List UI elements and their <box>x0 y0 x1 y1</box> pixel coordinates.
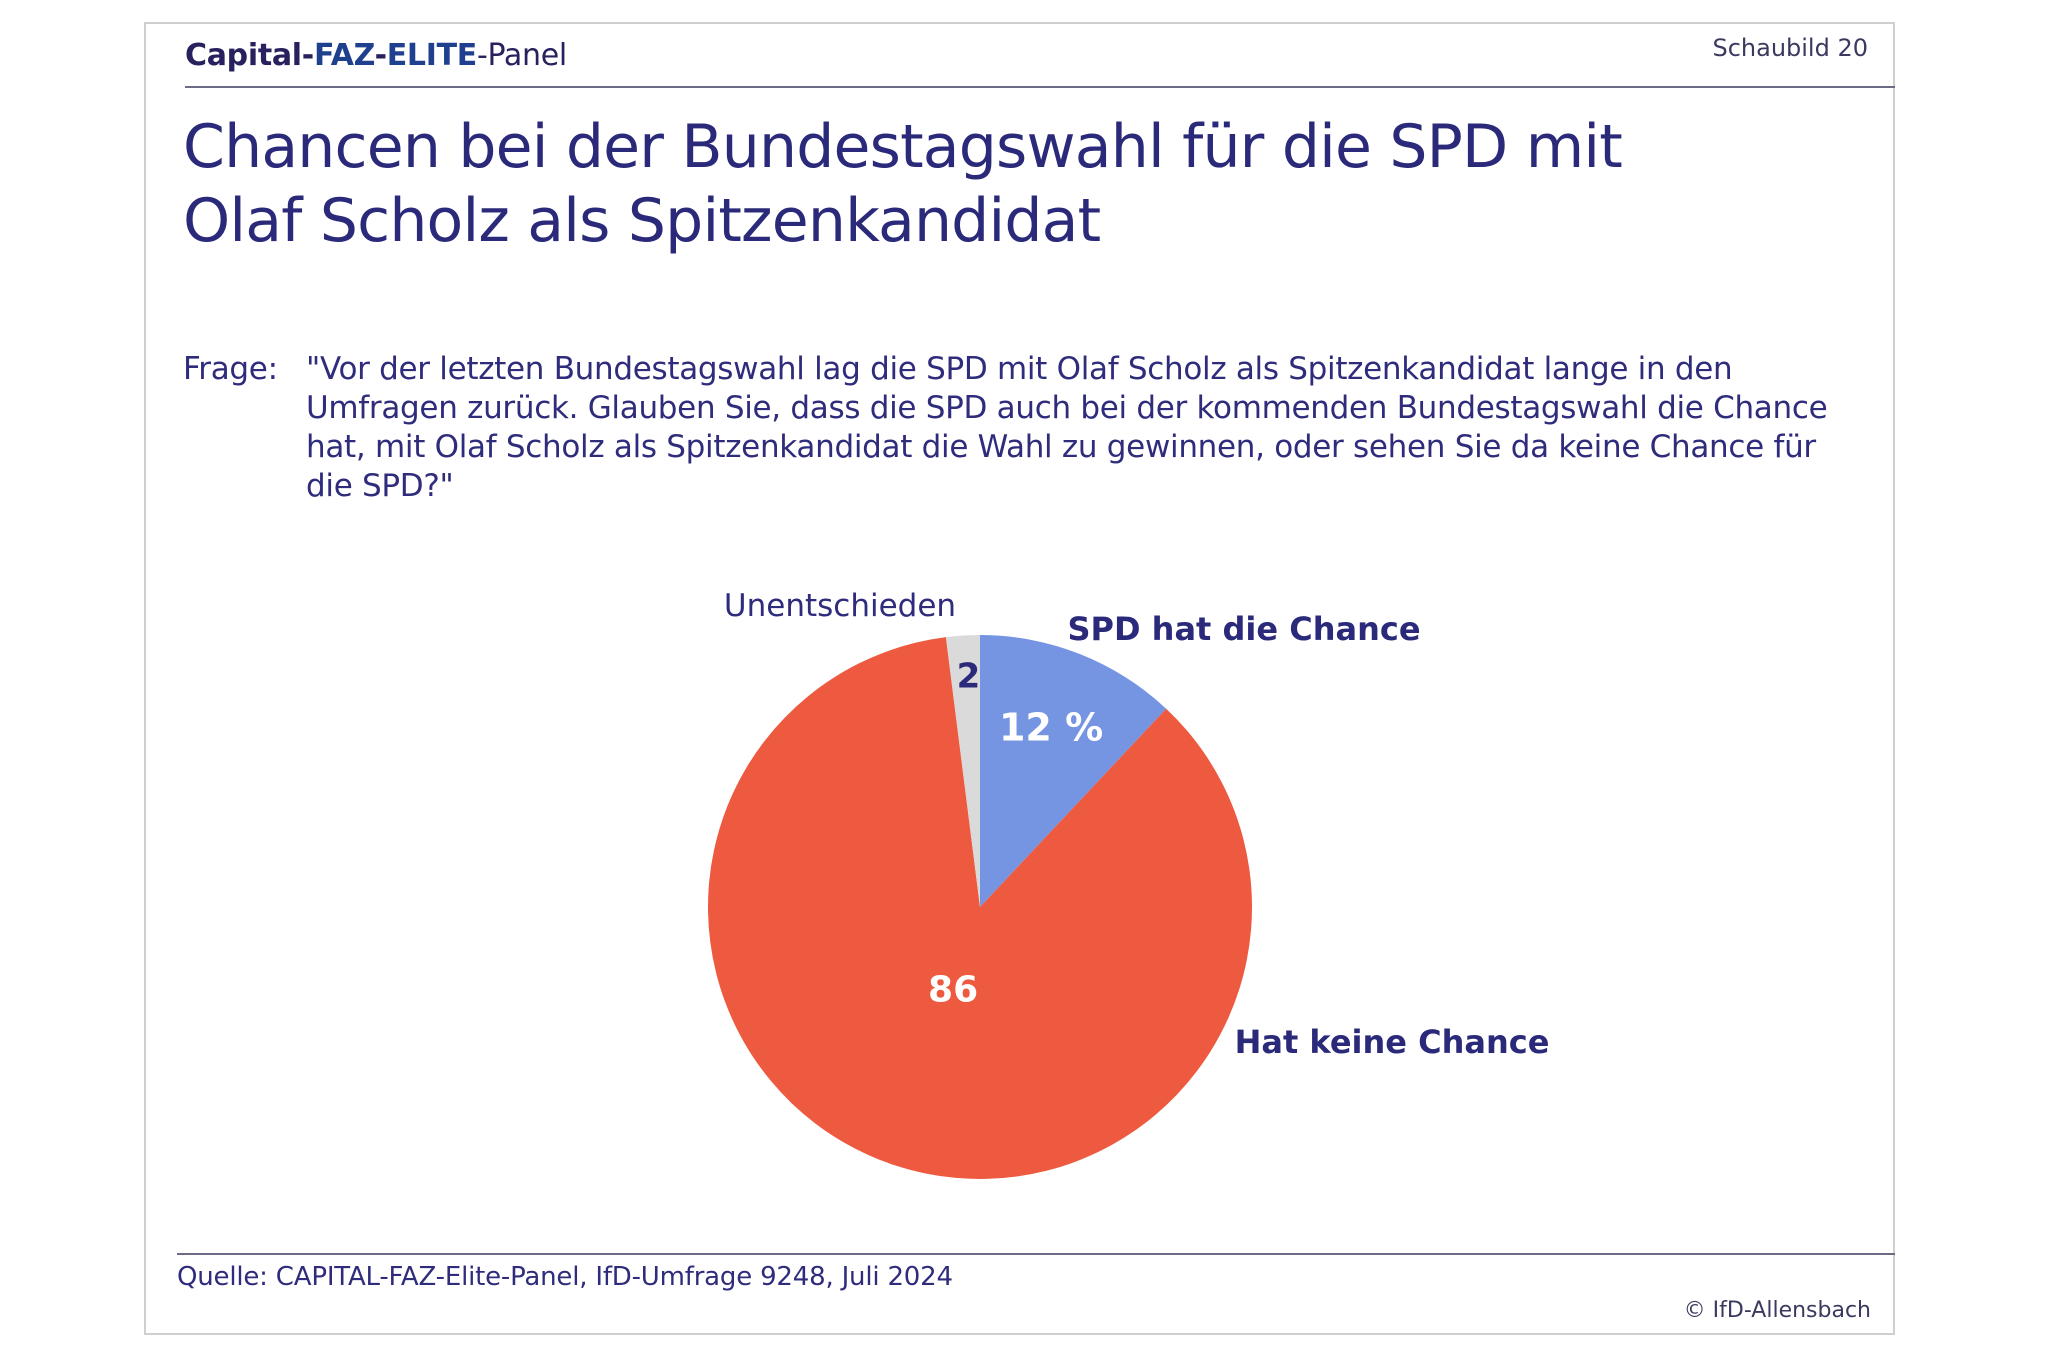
source-note: Quelle: CAPITAL-FAZ-Elite-Panel, IfD-Umf… <box>177 1262 953 1292</box>
brand-part-panel: -Panel <box>476 38 567 73</box>
slide-number: Schaubild 20 <box>1712 34 1868 62</box>
survey-question: Frage: "Vor der letzten Bundestagswahl l… <box>183 350 1843 506</box>
brand-part-elite: ELITE <box>386 38 478 73</box>
copyright-note: © IfD-Allensbach <box>1683 1298 1871 1323</box>
question-text: "Vor der letzten Bundestagswahl lag die … <box>306 351 1828 504</box>
brand-part-faz: FAZ <box>313 38 375 73</box>
question-label: Frage: <box>183 351 278 387</box>
brand-part-dash: - <box>374 38 387 73</box>
header-divider <box>185 86 1895 88</box>
brand-part-capital: Capital- <box>185 38 314 73</box>
chart-title-line-1: Chancen bei der Bundestagswahl für die S… <box>183 112 1623 182</box>
chart-title-line-2: Olaf Scholz als Spitzenkandidat <box>183 186 1101 256</box>
slide-frame <box>144 22 1895 1335</box>
footer-divider <box>177 1253 1895 1255</box>
brand-logo: Capital-FAZ-ELITE-Panel <box>185 38 567 73</box>
chart-title: Chancen bei der Bundestagswahl für die S… <box>183 110 1823 258</box>
